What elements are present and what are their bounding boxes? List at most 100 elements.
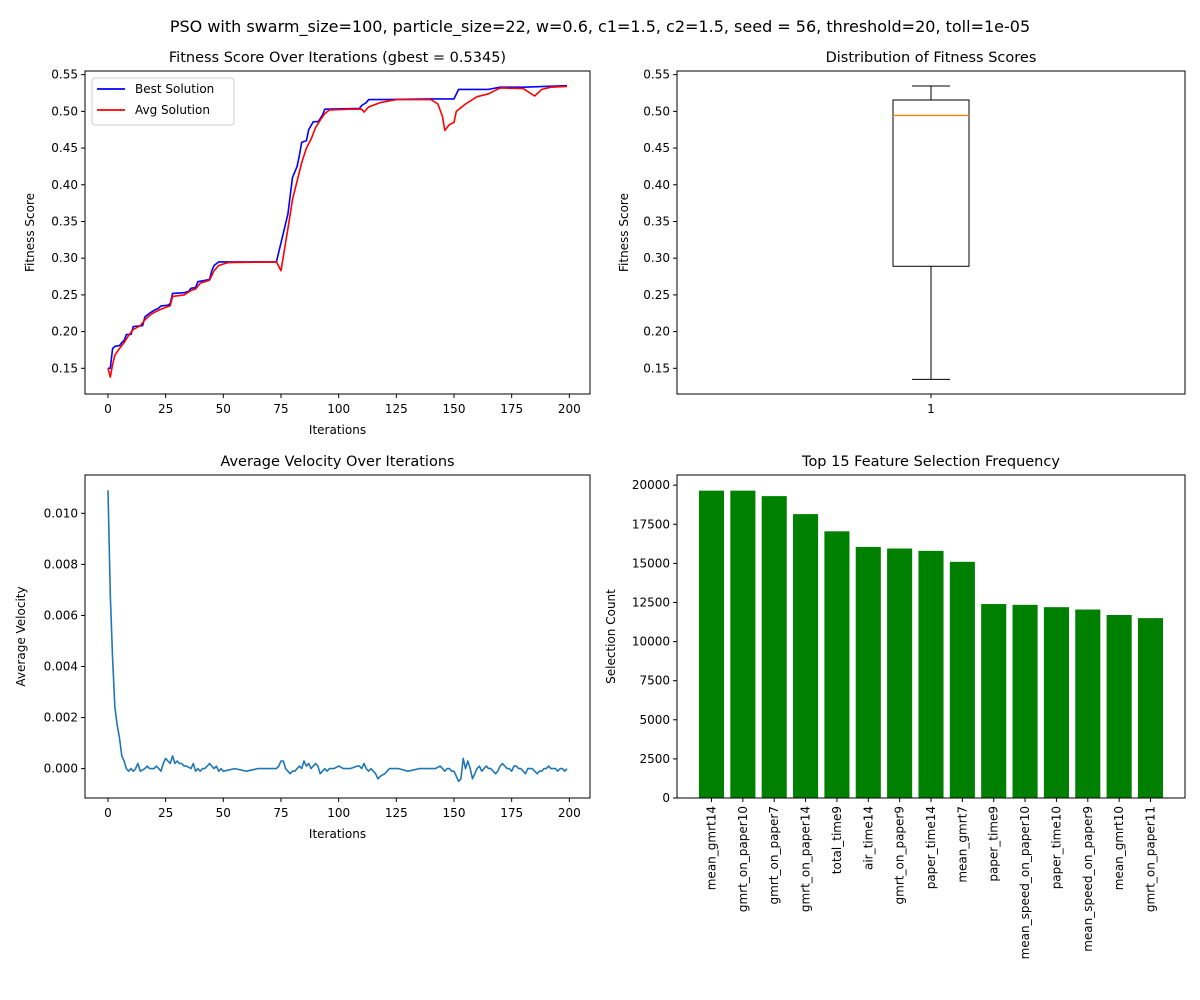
axes-title: Top 15 Feature Selection Frequency [801,454,1060,470]
y-tick-label: 2500 [639,752,670,766]
bar [887,548,913,798]
x-tick-label: 175 [500,402,523,416]
x-axis-label: Iterations [309,423,366,437]
y-tick-label: 0.25 [51,288,78,302]
y-tick-label: 7500 [639,674,670,688]
x-axis-label: Iterations [309,827,366,841]
fitness-box-plot: Distribution of Fitness Scores 0.15 0.20 0.… [617,50,1186,416]
axes-frame [84,70,591,395]
y-tick-label: 0.55 [51,68,78,82]
x-tick-label: 50 [216,806,231,820]
x-tick-label: 75 [273,806,288,820]
axes-frame [676,474,1186,799]
fitness-line-chart: Fitness Score Over Iterations (gbest = 0… [23,50,591,437]
bar [824,531,850,798]
best-solution-line [108,84,568,370]
axes-title: Average Velocity Over Iterations [220,454,454,470]
y-axis-label: Fitness Score [23,193,37,272]
x-tick-label: 1 [927,402,935,416]
x-tick-label: 25 [158,402,173,416]
x-tick-label: 0 [104,806,112,820]
feature-frequency-bar-chart: mean_gmrt14 gmrt_on_paper10 gmrt_on_paper7… [604,454,1186,959]
iqr-box [892,99,970,267]
y-tick-label: 0.50 [51,104,78,118]
bar [1075,609,1101,798]
y-tick-label: 0.002 [44,711,78,725]
y-tick-label: 0.35 [51,214,78,228]
velocity-line [107,490,568,783]
legend-label: Avg Solution [135,103,210,117]
y-tick-label: 15000 [632,556,670,570]
x-tick-label: gmrt_on_paper10 [736,806,750,912]
bar [1137,618,1164,798]
y-tick-label: 0.006 [44,608,78,622]
y-axis-label: Selection Count [604,589,618,684]
x-tick-label: gmrt_on_paper9 [893,806,907,904]
bar [730,490,756,798]
x-tick-label: 200 [558,806,581,820]
axes-frame [84,474,591,799]
bar [761,496,787,798]
legend-label: Best Solution [135,82,214,96]
velocity-line-chart: Average Velocity Over Iterations 0 25 50 75 1… [14,454,591,841]
y-axis-label: Average Velocity [14,586,28,686]
x-tick-label: 0 [104,402,112,416]
x-tick-label: 150 [443,402,466,416]
y-tick-label: 0.55 [643,68,670,82]
x-tick-label: 125 [385,806,408,820]
y-tick-label: 20000 [632,478,670,492]
x-tick-label: gmrt_on_paper11 [1144,806,1158,912]
y-tick-label: 17500 [632,517,670,531]
x-tick-label: 100 [327,402,350,416]
y-tick-label: 0.45 [51,141,78,155]
legend-box [91,77,235,126]
y-tick-label: 0.000 [44,762,78,776]
x-tick-label: gmrt_on_paper7 [767,806,781,904]
x-tick-label: 200 [558,402,581,416]
x-tick-label: 150 [443,806,466,820]
y-tick-label: 0 [662,791,670,805]
x-tick-label: mean_speed_on_paper10 [1018,806,1032,959]
y-tick-label: 0.30 [643,251,670,265]
x-tick-label: 25 [158,806,173,820]
bar [949,561,975,798]
x-tick-label: 100 [327,806,350,820]
x-tick-label: total_time9 [830,806,844,874]
y-tick-label: 0.20 [643,325,670,339]
bar [1012,604,1038,798]
x-tick-label: 50 [216,402,231,416]
y-tick-label: 0.15 [643,361,670,375]
x-tick-label: 175 [500,806,523,820]
x-tick-label: mean_speed_on_paper9 [1081,806,1095,952]
y-tick-label: 5000 [639,713,670,727]
y-axis-label: Fitness Score [617,193,631,272]
y-tick-label: 12500 [632,595,670,609]
x-tick-label: air_time14 [861,806,875,870]
x-tick-label: mean_gmrt14 [704,806,718,890]
y-tick-label: 0.010 [44,506,78,520]
y-tick-label: 0.008 [44,557,78,571]
y-tick-label: 0.40 [51,178,78,192]
avg-solution-line [107,85,568,378]
bar [981,604,1007,798]
bar [855,546,881,798]
y-tick-label: 0.20 [51,325,78,339]
y-tick-label: 0.15 [51,361,78,375]
axes-title: Fitness Score Over Iterations (gbest = 0… [169,50,506,66]
x-tick-label: 125 [385,402,408,416]
x-tick-label: paper_time10 [1049,806,1063,889]
x-tick-label: mean_gmrt7 [955,806,969,883]
x-tick-label: mean_gmrt10 [1112,806,1126,890]
y-tick-label: 0.50 [643,104,670,118]
y-tick-label: 10000 [632,635,670,649]
x-tick-label: 75 [273,402,288,416]
y-tick-label: 0.25 [643,288,670,302]
y-tick-label: 0.35 [643,214,670,228]
bar [793,514,819,798]
bar [1106,614,1132,798]
axes-title: Distribution of Fitness Scores [826,50,1037,66]
x-tick-label: gmrt_on_paper14 [799,806,813,912]
x-tick-label: paper_time9 [987,806,1001,882]
bar [1043,607,1069,798]
